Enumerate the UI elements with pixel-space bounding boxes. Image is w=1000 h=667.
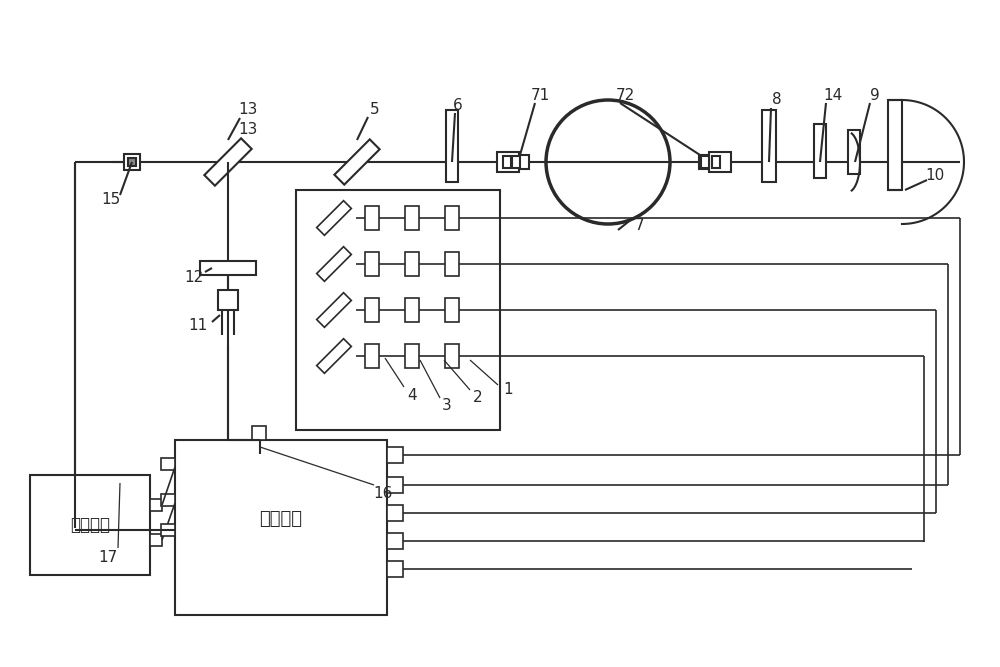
Bar — [365, 252, 379, 276]
Bar — [497, 152, 519, 172]
Text: 72: 72 — [615, 87, 635, 103]
Bar — [365, 344, 379, 368]
Bar — [200, 261, 256, 275]
Bar — [405, 344, 419, 368]
Polygon shape — [317, 339, 351, 374]
Bar — [814, 124, 826, 178]
Bar — [365, 298, 379, 322]
Polygon shape — [334, 139, 380, 185]
Text: 13: 13 — [238, 123, 258, 137]
Bar — [503, 156, 511, 168]
Text: 7: 7 — [635, 217, 645, 233]
Bar — [512, 156, 520, 168]
Bar — [445, 344, 459, 368]
Polygon shape — [317, 247, 351, 281]
Bar — [252, 426, 266, 440]
Bar — [387, 533, 403, 549]
Bar — [387, 561, 403, 577]
Bar — [445, 298, 459, 322]
Text: 13: 13 — [238, 103, 258, 117]
Bar — [128, 158, 136, 166]
Text: 8: 8 — [772, 93, 782, 107]
Bar — [762, 110, 776, 182]
Bar — [150, 534, 162, 546]
Bar — [296, 190, 500, 430]
Bar — [712, 156, 720, 168]
Polygon shape — [317, 293, 351, 327]
Bar — [175, 440, 387, 615]
Bar — [150, 499, 162, 511]
Text: 9: 9 — [870, 87, 880, 103]
Bar — [387, 477, 403, 493]
Bar — [161, 494, 175, 506]
Bar — [30, 475, 150, 575]
Text: 11: 11 — [188, 317, 208, 333]
Bar — [365, 206, 379, 230]
Bar — [387, 447, 403, 463]
Text: 电源单元: 电源单元 — [70, 516, 110, 534]
Text: 2: 2 — [473, 390, 483, 406]
Bar — [124, 154, 140, 170]
Bar — [161, 524, 175, 536]
Text: 10: 10 — [925, 167, 945, 183]
Bar — [405, 206, 419, 230]
Text: 16: 16 — [373, 486, 393, 500]
Bar — [445, 252, 459, 276]
Bar — [701, 156, 709, 168]
Bar — [405, 252, 419, 276]
Bar — [161, 458, 175, 470]
Polygon shape — [317, 201, 351, 235]
Text: 15: 15 — [101, 193, 121, 207]
Text: 3: 3 — [442, 398, 452, 414]
Bar — [848, 130, 860, 174]
Bar — [387, 505, 403, 521]
Text: 1: 1 — [503, 382, 513, 398]
Text: 4: 4 — [407, 388, 417, 402]
Text: 14: 14 — [823, 89, 843, 103]
Text: 17: 17 — [98, 550, 118, 564]
Text: 12: 12 — [184, 269, 204, 285]
Bar — [519, 155, 529, 169]
Bar — [888, 100, 902, 190]
Bar — [405, 298, 419, 322]
Bar — [699, 155, 709, 169]
Bar — [446, 110, 458, 182]
Text: 6: 6 — [453, 97, 463, 113]
Polygon shape — [204, 138, 252, 185]
Text: 控制电路: 控制电路 — [260, 510, 302, 528]
Bar — [445, 206, 459, 230]
Bar — [218, 290, 238, 310]
Text: 5: 5 — [370, 103, 380, 117]
Bar — [709, 152, 731, 172]
Text: 71: 71 — [530, 87, 550, 103]
